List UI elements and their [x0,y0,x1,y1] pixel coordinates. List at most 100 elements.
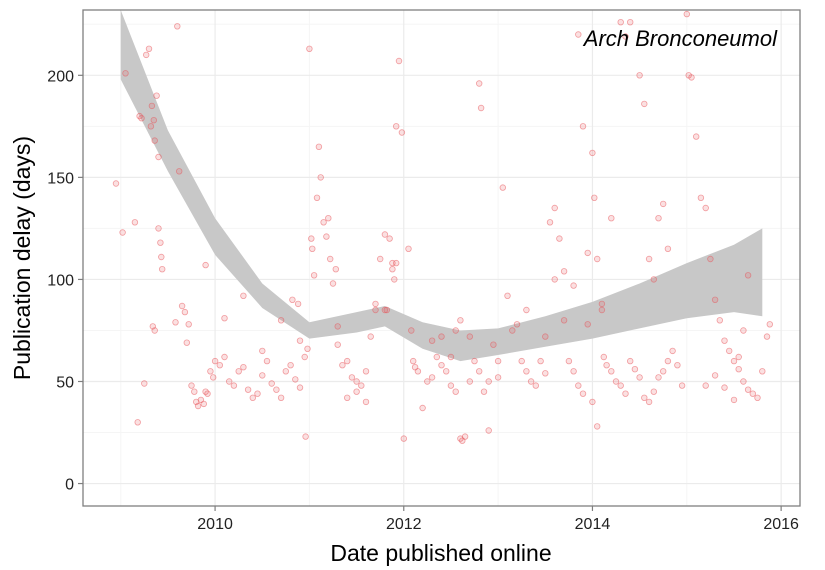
data-point [306,45,313,52]
chart-annotation: Arch Bronconeumol [582,26,778,51]
data-point [188,382,195,389]
data-point [485,427,492,434]
data-point [744,272,752,279]
data-point [735,353,742,361]
data-point [244,386,252,393]
data-point [408,327,415,334]
data-point [134,419,141,426]
data-point [320,219,327,226]
data-point [428,337,436,344]
data-point [688,74,695,81]
data-point [591,194,598,201]
data-point [726,347,733,355]
data-point [175,168,183,175]
data-point [608,214,615,222]
data-point [556,235,563,242]
data-point [200,400,207,408]
data-point [542,370,549,377]
data-point [400,435,407,442]
data-point [641,394,648,401]
data-point [603,362,610,369]
data-point [494,374,502,381]
data-point [235,368,242,375]
y-axis-title: Publication delay (days) [9,136,35,380]
panel-border [82,9,801,507]
data-point [372,300,379,308]
data-point [386,235,393,242]
x-tick-label: 2010 [197,516,233,533]
data-point [674,362,681,369]
data-point [289,296,296,303]
data-point [277,317,285,324]
data-point [721,384,728,391]
data-point [348,374,356,381]
data-point [221,353,228,361]
data-point [594,255,601,263]
data-point [153,92,160,99]
data-point [754,394,761,401]
data-point [612,378,620,385]
data-point [410,357,417,365]
data-point [669,347,676,355]
data-point [650,276,657,283]
data-point [174,23,181,30]
data-point [570,368,577,375]
points-layer [112,10,773,444]
data-point [323,233,330,240]
data-point [282,368,289,375]
confidence-ribbon [120,10,763,362]
data-point [471,357,478,365]
data-point [461,433,469,440]
data-point [207,368,214,375]
data-point [655,214,662,222]
data-point [660,368,667,375]
data-point [697,194,705,201]
data-point [443,368,450,375]
data-point [721,337,728,344]
data-point [353,388,360,395]
data-point [452,327,459,334]
data-point [447,353,455,361]
data-point [645,398,653,406]
data-point [138,114,145,122]
data-point [183,339,190,346]
data-point [645,255,653,263]
data-point [617,382,624,389]
data-point [660,200,667,208]
data-point [664,357,672,365]
data-point [381,231,389,238]
data-point [119,229,126,236]
data-point [393,123,400,130]
data-point [202,261,209,269]
data-point [707,255,714,263]
data-point [353,378,360,385]
data-point [622,33,629,40]
data-point [367,333,374,340]
data-point [730,357,738,365]
data-point [383,306,390,314]
data-point [216,362,223,369]
data-point [735,366,742,373]
data-point [584,321,591,328]
data-point [560,317,568,324]
data-point [191,388,198,395]
data-point [151,327,158,334]
data-point [551,276,558,283]
data-point [147,123,155,130]
data-point [579,390,587,397]
smooth-ribbon [120,10,763,362]
data-point [389,266,396,273]
y-tick-label: 0 [65,477,74,494]
data-point [112,180,120,187]
data-point [395,57,403,65]
data-point [211,357,219,365]
data-point [589,398,596,406]
data-point [518,357,525,365]
data-point [509,327,516,334]
data-point [362,398,370,406]
data-point [240,292,247,299]
data-point [683,10,690,18]
data-point [617,19,624,26]
y-tick-label: 100 [47,272,74,289]
